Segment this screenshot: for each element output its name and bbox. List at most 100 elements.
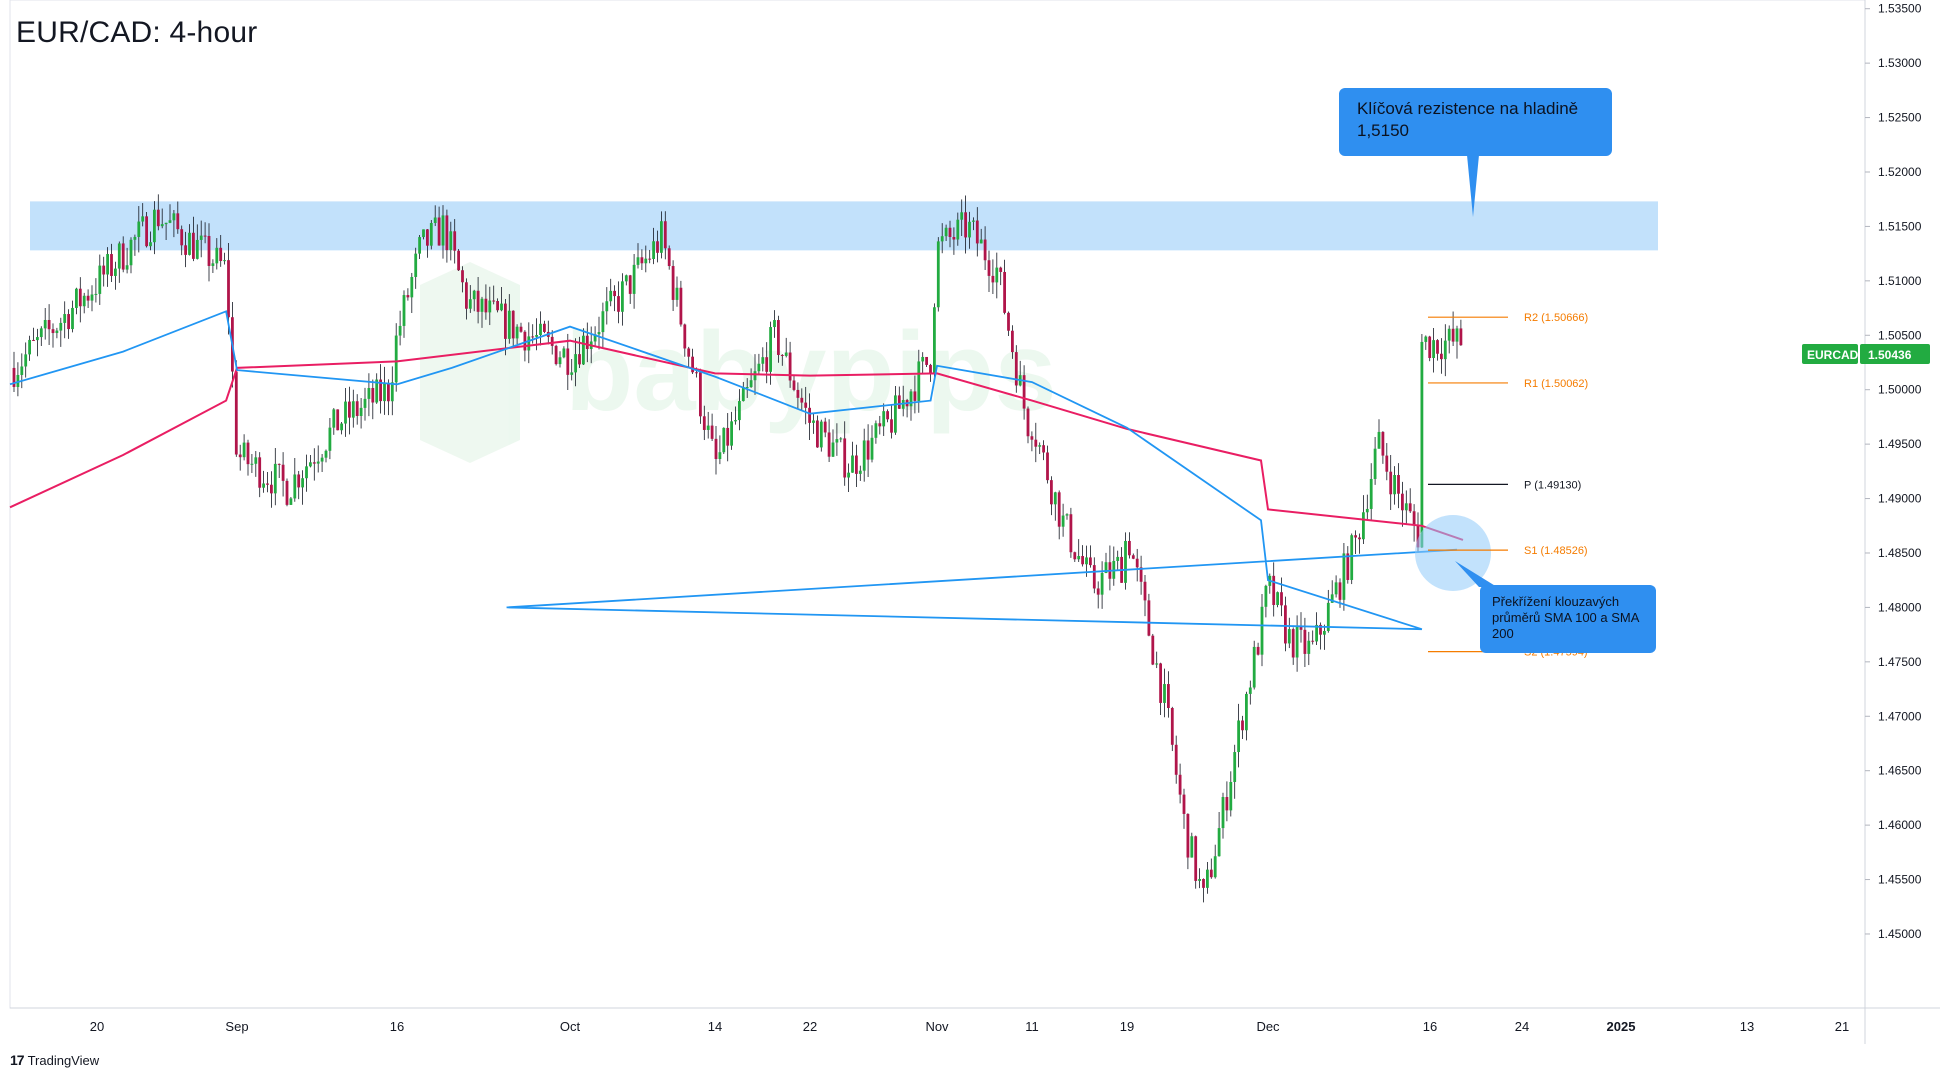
candle-body xyxy=(285,480,289,505)
candle-body xyxy=(1358,537,1361,540)
candle-body xyxy=(975,220,979,244)
candle-body xyxy=(511,310,515,339)
pivot-label: R2 (1.50666) xyxy=(1524,312,1588,324)
candle-body xyxy=(480,298,484,312)
candle-body xyxy=(1030,436,1034,440)
candle-body xyxy=(227,260,230,318)
candle-body xyxy=(1303,629,1307,654)
candle-body xyxy=(593,334,597,342)
candle-body xyxy=(1362,512,1365,540)
candle-body xyxy=(336,409,340,431)
candle-body xyxy=(1373,448,1377,479)
candle-body xyxy=(808,407,811,423)
candle-body xyxy=(12,367,16,387)
x-tick-label: 24 xyxy=(1515,1019,1529,1034)
candle-body xyxy=(1385,455,1389,472)
x-tick-label: Nov xyxy=(925,1019,949,1034)
candle-body xyxy=(238,454,242,458)
candle-body xyxy=(207,235,211,266)
candle-body xyxy=(535,335,538,337)
candle-body xyxy=(566,348,570,375)
y-tick-label: 1.46500 xyxy=(1878,764,1922,778)
candle-body xyxy=(297,474,301,488)
candle-body xyxy=(133,236,137,240)
candle-body xyxy=(1221,797,1225,829)
candle-body xyxy=(843,438,847,478)
candle-body xyxy=(168,220,172,223)
candle-body xyxy=(78,288,82,307)
candle-body xyxy=(1237,720,1240,753)
candle-body xyxy=(558,357,562,365)
candle-body xyxy=(67,314,70,330)
candle-body xyxy=(539,323,542,336)
candle-body xyxy=(121,243,125,270)
resistance-callout-pointer xyxy=(1467,155,1479,217)
candle-body xyxy=(773,320,776,328)
candle-body xyxy=(1412,511,1416,526)
candle-body xyxy=(1011,330,1014,353)
candle-body xyxy=(1065,514,1069,516)
candle-body xyxy=(1311,640,1315,642)
candle-body xyxy=(500,303,503,311)
candle-body xyxy=(519,326,523,332)
candle-body xyxy=(47,319,51,330)
candle-body xyxy=(1432,340,1435,358)
candle-body xyxy=(219,247,223,262)
candle-body xyxy=(1069,514,1073,553)
candle-body xyxy=(621,281,624,312)
candle-body xyxy=(835,439,839,443)
candle-body xyxy=(1209,869,1213,878)
candle-body xyxy=(609,290,613,302)
candle-body xyxy=(636,257,640,265)
candle-body xyxy=(316,461,320,464)
candle-body xyxy=(1007,312,1010,331)
crossover-callout-pointer xyxy=(1455,561,1497,587)
candle-body xyxy=(266,483,269,485)
candle-body xyxy=(457,250,460,271)
candle-body xyxy=(1077,556,1081,560)
candle-body xyxy=(410,276,414,298)
price-tag-symbol: EURCAD xyxy=(1807,348,1859,362)
candle-body xyxy=(1248,687,1252,694)
tradingview-branding[interactable]: 17 TradingView xyxy=(10,1052,99,1068)
candle-body xyxy=(375,379,379,403)
candle-body xyxy=(289,498,293,505)
candle-body xyxy=(1139,567,1143,582)
candle-body xyxy=(1393,475,1396,495)
resistance-callout: Klíčová rezistence na hladině 1,5150 xyxy=(1339,88,1612,156)
candle-body xyxy=(999,267,1003,272)
candle-body xyxy=(777,320,780,355)
candle-body xyxy=(745,387,749,389)
candle-body xyxy=(1346,553,1350,580)
candle-body xyxy=(36,337,39,341)
candle-body xyxy=(1338,582,1342,600)
candle-body xyxy=(839,438,843,440)
candle-body xyxy=(75,288,78,308)
candle-body xyxy=(86,295,90,301)
candle-body xyxy=(543,323,546,332)
candle-body xyxy=(870,437,874,460)
candle-body xyxy=(1089,557,1092,566)
x-axis-ticks: 20 Sep 16 Oct 14 22 Nov 11 19 Dec 16 24 2025 13 21 xyxy=(90,1019,1849,1034)
candle-body xyxy=(882,411,886,427)
candle-body xyxy=(1260,606,1264,655)
candle-body xyxy=(554,345,558,365)
candle-body xyxy=(437,217,441,246)
candle-body xyxy=(894,395,897,433)
candle-body xyxy=(106,254,109,275)
candle-body xyxy=(613,290,616,297)
candle-body xyxy=(940,236,944,242)
candle-body xyxy=(749,380,753,388)
candle-body xyxy=(1194,836,1198,881)
candle-body xyxy=(1229,781,1233,811)
candle-body xyxy=(504,303,507,339)
candle-body xyxy=(663,221,667,249)
pivot-label: P (1.49130) xyxy=(1524,479,1581,491)
candle-body xyxy=(964,212,967,238)
candle-body xyxy=(102,265,106,275)
candle-body xyxy=(476,290,480,312)
candle-body xyxy=(1190,836,1194,858)
candle-body xyxy=(184,245,187,255)
candle-body xyxy=(702,416,706,430)
